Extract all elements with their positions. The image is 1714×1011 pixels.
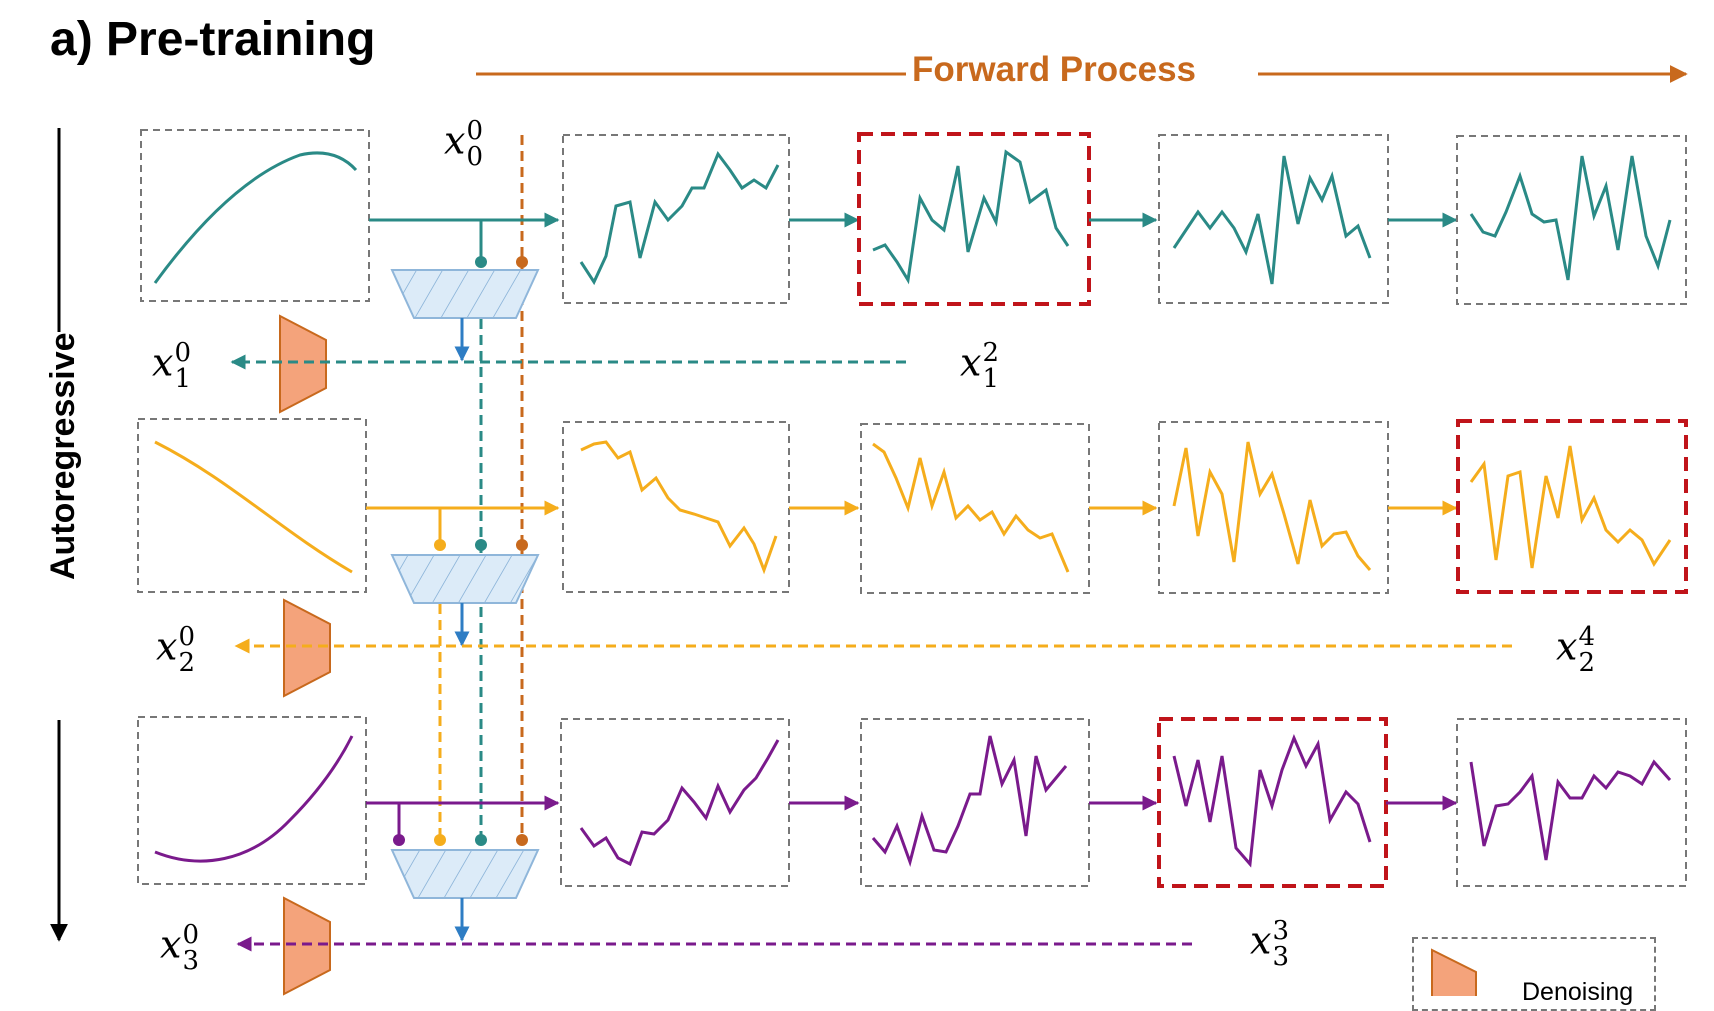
row2-step1-series: [580, 440, 778, 575]
row1-step4-box: [1456, 135, 1687, 305]
row3-connector-rust: [516, 834, 528, 846]
row1-connector-rust: [516, 256, 528, 268]
row1-step3-series: [1172, 155, 1372, 285]
row1-connector-teal: [475, 256, 487, 268]
row3-step3-series: [1172, 733, 1372, 868]
row2-step3-series: [1172, 441, 1372, 571]
row1-input-box: [140, 129, 370, 302]
row3-denoiser: [283, 896, 331, 996]
forward-process-label: Forward Process: [912, 50, 1196, 89]
row3-connector-teal: [475, 834, 487, 846]
row2-step4-series: [1469, 445, 1672, 569]
row2-step1-box: [562, 421, 790, 593]
row3-connector-orange: [434, 834, 446, 846]
row-3: [137, 716, 1687, 996]
row2-connector-teal: [475, 539, 487, 551]
row1-step2-series: [872, 149, 1070, 285]
row1-denoiser: [279, 314, 327, 414]
row3-step1-series: [579, 739, 780, 867]
figure-title: a) Pre-training: [50, 13, 376, 66]
row1-input-curve: [153, 151, 358, 284]
row3-step2-series: [871, 735, 1068, 868]
legend-denoiser-icon: [1431, 948, 1477, 996]
row3-connector-purple: [393, 834, 405, 846]
row2-input-curve: [154, 440, 353, 574]
row2-step2-series: [872, 442, 1070, 573]
row-2: [137, 418, 1688, 698]
autoregressive-label: Autoregressive: [44, 332, 82, 580]
row3-step1-box: [560, 718, 790, 887]
row-1: [140, 129, 1687, 414]
row3-input-curve: [154, 735, 354, 863]
row3-step2-box: [860, 718, 1090, 887]
row2-connector-orange: [434, 539, 446, 551]
row2-step2-box: [860, 423, 1090, 594]
row2-connector-rust: [516, 539, 528, 551]
row1-step1-box: [562, 134, 790, 304]
row2-step4-box-highlighted: [1456, 419, 1688, 594]
row3-input-box: [137, 716, 367, 885]
row3-encoder: [390, 849, 540, 899]
row2-input-box: [137, 418, 367, 593]
row2-denoiser: [283, 598, 331, 698]
row3-step4-box: [1456, 718, 1687, 887]
legend-denoising-label: Denoising: [1522, 978, 1634, 1006]
row1-step1-series: [579, 150, 780, 286]
row3-step4-series: [1469, 759, 1672, 861]
row1-encoder: [390, 269, 540, 319]
row2-encoder: [390, 554, 540, 604]
row1-step4-series: [1469, 155, 1672, 281]
